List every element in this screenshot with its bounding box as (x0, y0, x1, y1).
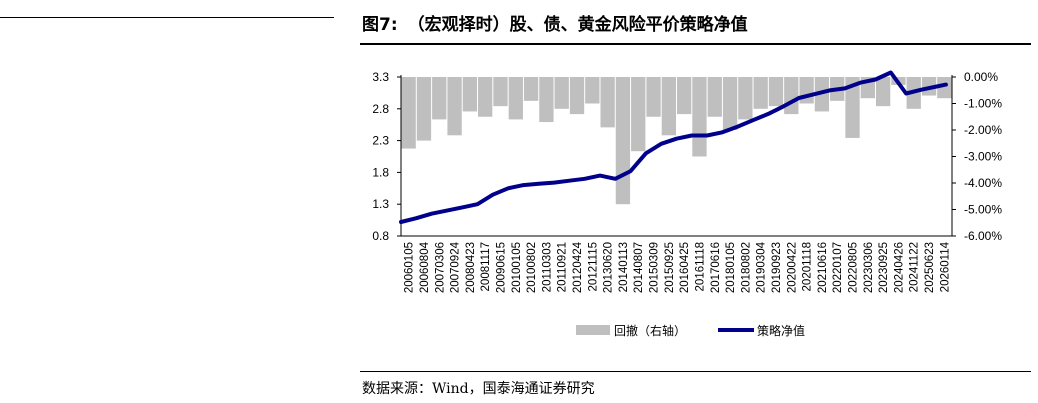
x-tick-label: 20121115 (587, 242, 599, 291)
drawdown-bar (799, 77, 814, 104)
drawdown-bar (462, 77, 478, 112)
axes-layer: 0.8 1.3 1.8 2.3 2.8 3.3 0.00% -1.00% -2.00% -3.00… (372, 70, 1002, 293)
drawdown-bar (768, 77, 784, 107)
x-tick-label: 20220805 (848, 242, 860, 293)
y-left-tick-label: 0.8 (372, 229, 389, 243)
drawdown-bar (784, 77, 799, 115)
drawdown-bar (661, 77, 676, 136)
drawdown-bar (478, 77, 493, 117)
x-tick-label: 20160425 (679, 242, 691, 293)
drawdown-bar (432, 77, 447, 120)
x-tick-label: 20150309 (649, 242, 661, 293)
drawdown-bar (631, 77, 646, 152)
drawdown-bar (677, 77, 692, 115)
x-tick-label: 20170616 (710, 242, 722, 293)
x-tick-label: 20090615 (495, 242, 507, 293)
x-tick-label: 20200422 (786, 242, 798, 293)
drawdown-bar (600, 77, 615, 128)
drawdown-bar (875, 77, 891, 107)
drawdown-bar (707, 77, 722, 117)
y-right-tick-label: -4.00% (964, 176, 1002, 190)
top-rule-left (0, 17, 334, 18)
x-tick-label: 20201118 (802, 242, 814, 291)
x-tick-label: 20180105 (725, 242, 737, 293)
source-note: 数据来源：Wind，国泰海通证券研究 (362, 381, 595, 397)
drawdown-bar (416, 77, 432, 141)
drawdown-bar (615, 77, 631, 205)
y-right-tick-label: -6.00% (964, 229, 1002, 243)
x-tick-label: 20241122 (909, 242, 921, 292)
y-right-tick-label: -5.00% (964, 203, 1002, 217)
nav-series-line (399, 70, 948, 224)
drawdown-bar (508, 77, 523, 120)
drawdown-bar (738, 77, 753, 120)
drawdown-bar (401, 77, 416, 149)
x-tick-label: 20150925 (664, 242, 676, 293)
x-tick-label: 20081117 (480, 242, 492, 291)
y-left-tick-label: 3.3 (372, 70, 389, 84)
y-left-tick-label: 1.3 (372, 197, 389, 211)
drawdown-bar (493, 77, 508, 107)
x-tick-label: 20100105 (511, 242, 523, 293)
title-rule (360, 43, 1031, 45)
x-tick-label: 20080423 (465, 242, 477, 293)
drawdown-bar (447, 77, 462, 136)
x-tick-label: 20110921 (557, 242, 569, 292)
x-tick-label: 20190923 (771, 242, 783, 293)
drawdown-bar (569, 77, 585, 115)
y-left-tick-label: 2.3 (372, 134, 389, 148)
x-tick-label: 20110303 (541, 242, 553, 292)
legend-label-drawdown: 回撤（右轴） (614, 323, 686, 338)
x-tick-label: 20260114 (939, 241, 951, 292)
legend-label-nav: 策略净值 (757, 323, 805, 338)
y-right-tick-label: -2.00% (964, 123, 1002, 137)
drawdown-bar (845, 77, 860, 138)
x-tick-label: 20250623 (924, 242, 936, 293)
y-right-tick-label: -1.00% (964, 97, 1002, 111)
drawdown-bar (523, 77, 539, 101)
drawdown-bar (539, 77, 554, 123)
x-tick-label: 20230925 (878, 242, 890, 293)
x-tick-label: 20220107 (832, 242, 844, 293)
x-tick-label: 20100802 (526, 242, 538, 293)
x-tick-label: 20070924 (450, 241, 462, 293)
x-tick-label: 20190304 (756, 241, 768, 293)
x-tick-label: 20060804 (419, 241, 431, 293)
y-left-tick-label: 2.8 (372, 102, 389, 116)
figure-title: 图7: （宏观择时）股、债、黄金风险平价策略净值 (362, 10, 748, 35)
x-tick-label: 20161118 (694, 242, 706, 291)
drawdown-bar (585, 77, 600, 104)
source-rule (360, 371, 1031, 372)
y-right-tick-label: 0.00% (964, 70, 998, 84)
x-tick-label: 20210616 (817, 242, 829, 293)
x-tick-label: 20230306 (863, 242, 875, 293)
drawdown-bar (722, 77, 738, 130)
drawdown-bar (753, 77, 768, 109)
legend-swatch-drawdown (576, 325, 610, 335)
x-tick-label: 20240426 (893, 242, 905, 293)
nav-line-layer (399, 70, 948, 224)
x-tick-label: 20070306 (434, 242, 446, 293)
drawdown-bar (692, 77, 707, 157)
x-tick-label: 20180802 (740, 242, 752, 293)
figure-label: 图7: (362, 15, 398, 35)
drawdown-bar (646, 77, 661, 117)
x-tick-label: 20130620 (603, 242, 615, 293)
figure-title-text: （宏观择时）股、债、黄金风险平价策略净值 (407, 15, 748, 35)
y-left-tick-label: 1.8 (372, 165, 389, 179)
x-tick-label: 20140807 (633, 242, 645, 293)
x-tick-label: 20120424 (572, 241, 584, 293)
x-tick-label: 20060105 (404, 242, 416, 293)
legend: 回撤（右轴） 策略净值 (576, 323, 805, 338)
drawdown-bar (937, 77, 952, 99)
drawdown-bar (554, 77, 569, 109)
y-right-tick-label: -3.00% (964, 150, 1002, 164)
x-tick-label: 20140113 (618, 242, 630, 292)
